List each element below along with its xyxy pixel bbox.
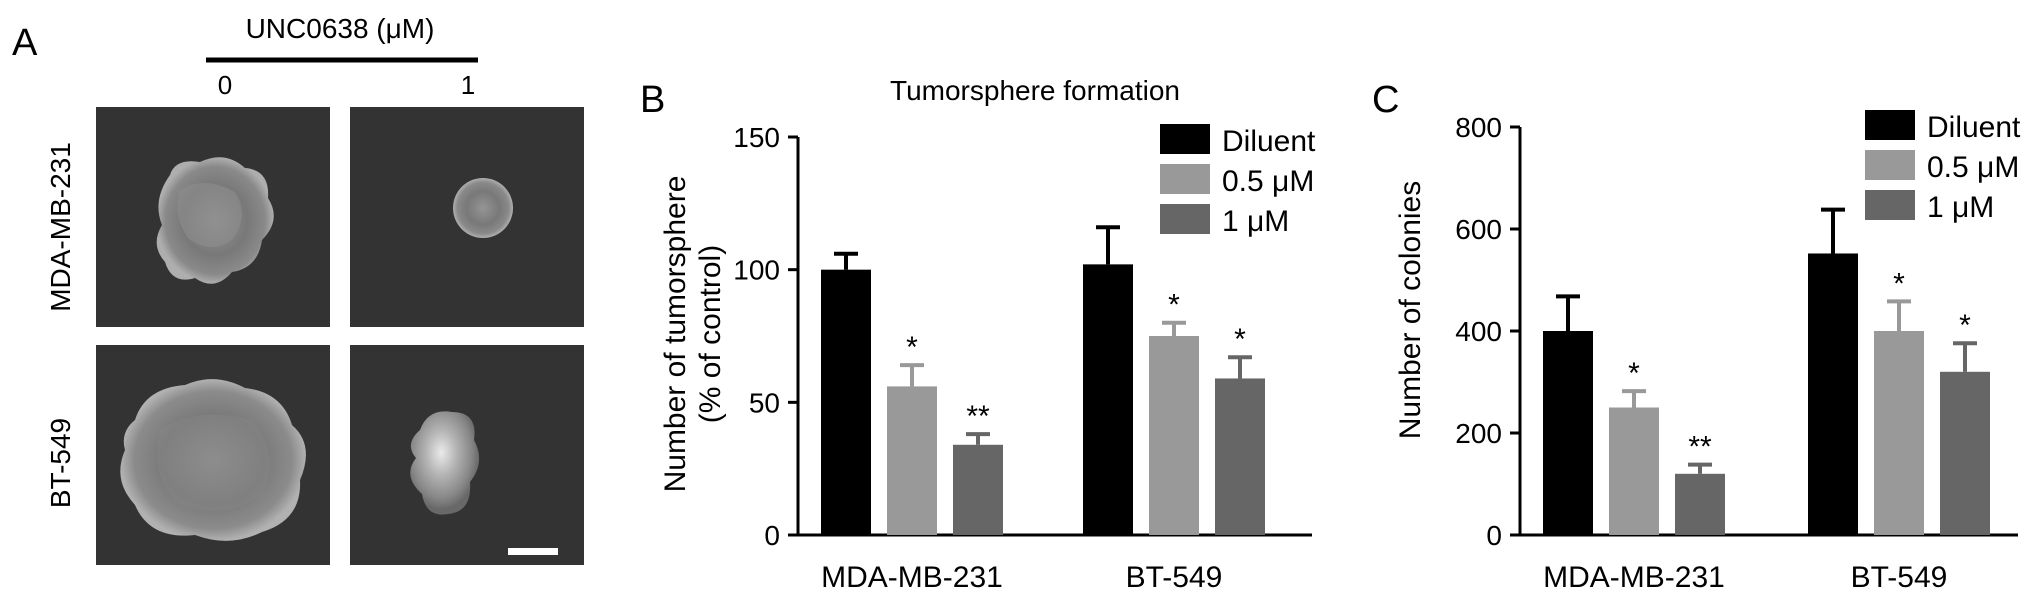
panel-c-bar <box>1874 331 1924 535</box>
panel-c-letter: C <box>1372 79 1399 121</box>
panel-c-ytick-label: 400 <box>1455 316 1502 347</box>
panel-b-significance-label: * <box>1234 323 1246 356</box>
panel-b-ylabel-line2: (% of control) <box>694 245 727 423</box>
micrograph-mda-mb-231-dose-1 <box>350 107 584 327</box>
panel-b-legend-swatch <box>1160 164 1210 194</box>
panel-c-significance-label: * <box>1959 309 1971 342</box>
panel-b-bar <box>1215 378 1265 535</box>
scale-bar <box>508 548 558 555</box>
panel-c-legend-swatch <box>1865 190 1915 220</box>
panel-b-legend-label: 0.5 μM <box>1222 165 1314 198</box>
panel-b-legend-swatch <box>1160 124 1210 154</box>
panel-b-letter: B <box>640 79 665 121</box>
panel-b-ytick-label: 50 <box>749 387 780 418</box>
panel-b-legend-label: Diluent <box>1222 125 1316 158</box>
panel-c-bar <box>1808 253 1858 536</box>
panel-b-significance-label: * <box>1168 289 1180 322</box>
panel-c-ytick-label: 800 <box>1455 112 1502 143</box>
panel-c-category-label: BT-549 <box>1851 561 1948 594</box>
dose-label-1: 1 <box>461 70 475 100</box>
cell-line-label-1: BT-549 <box>45 418 76 508</box>
panel-b-legend-label: 1 μM <box>1222 205 1289 238</box>
panel-b: B Tumorsphere formation Number of tumors… <box>640 75 1316 594</box>
panel-b-significance-label: ** <box>966 400 990 433</box>
panel-c-ylabel: Number of colonies <box>1394 181 1427 439</box>
panel-b-title: Tumorsphere formation <box>890 75 1180 106</box>
panel-c-significance-label: ** <box>1688 431 1712 464</box>
panel-b-bar <box>1149 336 1199 535</box>
panel-b-significance-label: * <box>906 331 918 364</box>
panel-c-bar <box>1609 407 1659 535</box>
panel-b-category-label: MDA-MB-231 <box>821 561 1003 594</box>
panel-b-ylabel-line1: Number of tumorsphere <box>659 176 692 493</box>
panel-c-bar <box>1940 371 1990 535</box>
panel-b-legend-swatch <box>1160 204 1210 234</box>
panel-b-plot: 050100150***MDA-MB-231**BT-549Diluent0.5… <box>733 122 1316 594</box>
panel-c-legend-label: 1 μM <box>1927 191 1994 224</box>
panel-b-bar <box>953 444 1003 535</box>
panel-b-bar <box>887 386 937 535</box>
panel-a: A UNC0638 (μM) 0 1 MDA-MB-231 BT-549 <box>12 13 584 565</box>
panel-b-category-label: BT-549 <box>1126 561 1223 594</box>
panel-a-letter: A <box>12 22 38 64</box>
panel-c-ytick-label: 200 <box>1455 418 1502 449</box>
treatment-label: UNC0638 (μM) <box>246 13 435 44</box>
micrograph-bt-549-dose-1 <box>350 345 584 565</box>
panel-c-category-label: MDA-MB-231 <box>1543 561 1725 594</box>
panel-c-ytick-label: 600 <box>1455 214 1502 245</box>
panel-b-ytick-label: 150 <box>733 122 780 153</box>
panel-b-bar <box>1083 264 1133 535</box>
cell-line-label-0: MDA-MB-231 <box>45 142 76 312</box>
panel-c-bar <box>1543 331 1593 535</box>
panel-c-significance-label: * <box>1628 357 1640 390</box>
panel-c: C Number of colonies 0200400600800***MDA… <box>1372 79 2021 594</box>
panel-c-significance-label: * <box>1893 267 1905 300</box>
dose-label-0: 0 <box>218 70 232 100</box>
panel-c-legend-label: Diluent <box>1927 111 2021 144</box>
panel-b-ytick-label: 0 <box>764 520 780 551</box>
panel-c-legend-label: 0.5 μM <box>1927 151 2019 184</box>
panel-c-bar <box>1675 473 1725 535</box>
panel-b-ytick-label: 100 <box>733 255 780 286</box>
micrograph-bt-549-dose-0 <box>96 345 330 565</box>
panel-c-plot: 0200400600800***MDA-MB-231**BT-549Diluen… <box>1455 110 2021 594</box>
micrograph-mda-mb-231-dose-0 <box>96 107 330 327</box>
panel-c-legend-swatch <box>1865 110 1915 140</box>
panel-c-legend-swatch <box>1865 150 1915 180</box>
panel-b-bar <box>821 269 871 535</box>
panel-c-ytick-label: 0 <box>1486 520 1502 551</box>
